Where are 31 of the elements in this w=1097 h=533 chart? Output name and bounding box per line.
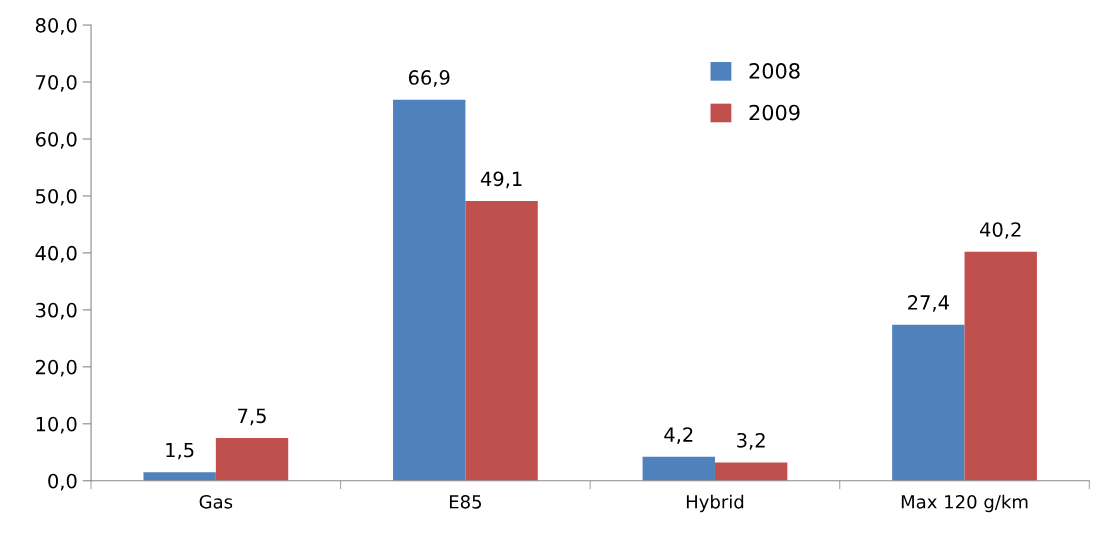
y-tick-label: 40,0 bbox=[35, 245, 77, 263]
data-label: 3,2 bbox=[737, 432, 765, 450]
bar bbox=[642, 456, 715, 481]
bar bbox=[215, 438, 289, 481]
y-tick-label: 0,0 bbox=[48, 473, 77, 491]
data-label: 40,2 bbox=[980, 222, 1021, 239]
bar bbox=[143, 472, 216, 481]
x-tick-label: Gas bbox=[199, 494, 233, 509]
y-tick-label: 50,0 bbox=[36, 188, 77, 206]
x-tick-label: Hybrid bbox=[686, 494, 744, 513]
legend-label: 2008 bbox=[749, 63, 800, 79]
y-tick-label: 80,0 bbox=[35, 18, 77, 35]
bar bbox=[714, 462, 788, 481]
y-tick-label: 30,0 bbox=[36, 302, 77, 320]
data-label: 66,9 bbox=[408, 70, 450, 87]
bar bbox=[465, 201, 538, 481]
x-tick-label: Max 120 g/km bbox=[901, 494, 1028, 513]
data-label: 1,5 bbox=[166, 442, 194, 460]
data-label: 7,5 bbox=[238, 408, 266, 426]
bar bbox=[892, 324, 965, 481]
bar bbox=[964, 251, 1037, 481]
data-label: 4,2 bbox=[664, 427, 693, 444]
bar bbox=[393, 99, 466, 481]
y-tick-label: 70,0 bbox=[36, 74, 77, 92]
x-tick-label: E85 bbox=[449, 494, 482, 509]
legend-label: 2009 bbox=[749, 104, 800, 121]
y-tick-label: 10,0 bbox=[36, 416, 77, 434]
y-tick-label: 20,0 bbox=[35, 359, 77, 377]
data-label: 49,1 bbox=[480, 171, 522, 189]
data-label: 27,4 bbox=[908, 295, 949, 312]
y-tick-label: 60,0 bbox=[35, 131, 77, 149]
